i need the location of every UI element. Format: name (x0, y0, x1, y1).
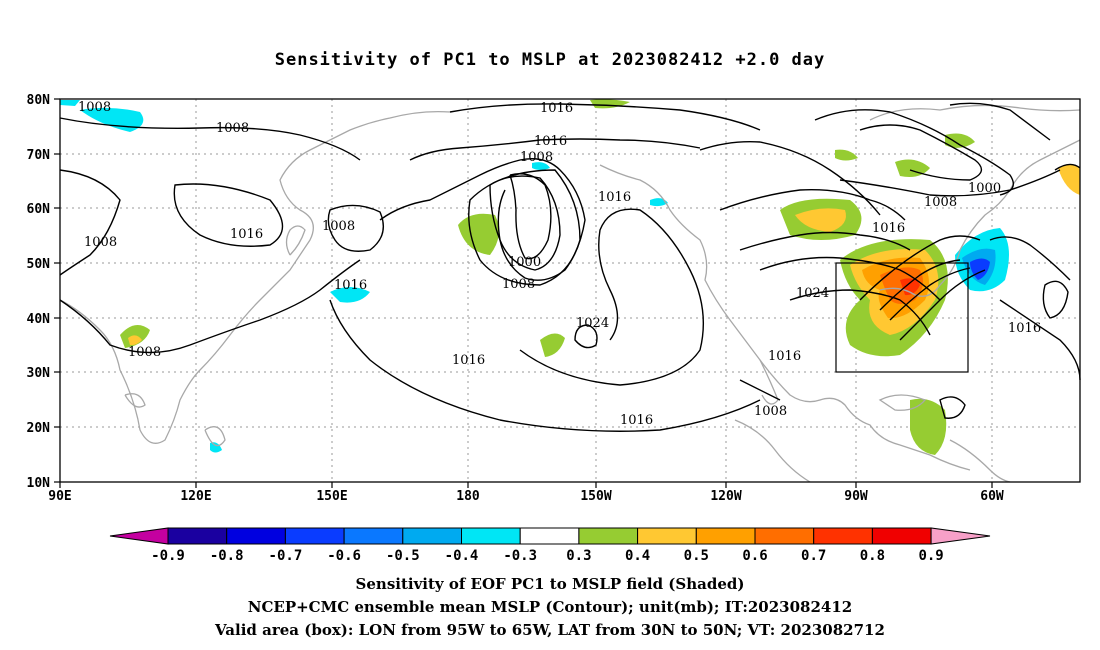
contour-label: 1008 (78, 100, 111, 115)
colorbar-swatch (343, 527, 404, 545)
contour-label: 1016 (452, 353, 485, 368)
contour-label: 1016 (598, 190, 631, 205)
contour-label: 1016 (1008, 321, 1041, 336)
x-tick-label: 120W (710, 489, 741, 504)
colorbar-label: -0.9 (151, 548, 185, 564)
colorbar: -0.9 -0.8 -0.7 -0.6 -0.5 -0.4 -0.3 0.3 0.4 0.5 0.6… (109, 527, 991, 564)
colorbar-low-arrow (109, 527, 169, 545)
x-tick-label: 150W (580, 489, 611, 504)
footer-line-1: Sensitivity of EOF PC1 to MSLP field (Sh… (355, 575, 745, 593)
x-tick-label: 180 (456, 489, 480, 504)
colorbar-label: 0.8 (860, 548, 885, 564)
contour-label: 1024 (576, 316, 609, 331)
contour-label: 1008 (84, 235, 117, 250)
colorbar-label: 0.3 (566, 548, 591, 564)
colorbar-high-arrow (930, 527, 991, 545)
mslp-contours (59, 102, 1081, 432)
contour-label: 1008 (924, 195, 957, 210)
axis-tick-marks (54, 98, 993, 488)
contour-label: 1016 (534, 134, 567, 149)
x-tick-label: 60W (980, 489, 1004, 504)
colorbar-swatch (754, 527, 815, 545)
contour-labels: 1008 1008 1008 1016 1008 1016 1008 1016 … (78, 100, 1041, 428)
footer-line-2: NCEP+CMC ensemble mean MSLP (Contour); u… (247, 598, 853, 616)
colorbar-label: 0.4 (625, 548, 650, 564)
y-tick-label: 60N (27, 202, 51, 217)
contour-label: 1008 (128, 345, 161, 360)
x-tick-label: 90E (48, 489, 71, 504)
colorbar-swatch (284, 527, 345, 545)
contour-label: 1008 (216, 121, 249, 136)
colorbar-swatch (871, 527, 932, 545)
y-tick-label: 10N (27, 476, 51, 491)
colorbar-swatch (461, 527, 521, 545)
contour-label: 1000 (968, 181, 1001, 196)
colorbar-swatch (637, 527, 697, 545)
y-tick-label: 30N (27, 366, 51, 381)
contour-label: 1008 (520, 150, 553, 165)
y-tick-label: 50N (27, 257, 51, 272)
y-tick-label: 80N (27, 93, 51, 108)
colorbar-label: -0.8 (210, 548, 244, 564)
contour-label: 1016 (620, 413, 653, 428)
colorbar-label: 0.5 (684, 548, 709, 564)
contour-label: 1016 (334, 278, 367, 293)
contour-label: 1016 (540, 101, 573, 116)
colorbar-label: -0.5 (386, 548, 420, 564)
colorbar-label: -0.6 (327, 548, 361, 564)
colorbar-swatch (519, 527, 580, 545)
contour-label: 1008 (502, 277, 535, 292)
valid-area-box (835, 262, 969, 373)
y-tick-label: 70N (27, 148, 51, 163)
contour-label: 1008 (754, 404, 787, 419)
contour-label: 1016 (872, 221, 905, 236)
contour-label: 1008 (322, 219, 355, 234)
y-axis-labels: 80N 70N 60N 50N 40N 30N 20N 10N (27, 93, 51, 491)
colorbar-label: 0.6 (742, 548, 767, 564)
map-title: Sensitivity of PC1 to MSLP at 2023082412… (274, 50, 826, 70)
y-tick-label: 40N (27, 312, 51, 327)
y-tick-label: 20N (27, 421, 51, 436)
contour-label: 1016 (230, 227, 263, 242)
colorbar-label: -0.3 (503, 548, 537, 564)
colorbar-label: -0.4 (445, 548, 479, 564)
colorbar-swatch (402, 527, 462, 545)
colorbar-swatch (578, 527, 639, 545)
contour-label: 1016 (768, 349, 801, 364)
colorbar-swatch (226, 527, 286, 545)
x-tick-label: 120E (180, 489, 211, 504)
x-axis-labels: 90E 120E 150E 180 150W 120W 90W 60W (48, 489, 1004, 504)
colorbar-swatch (167, 527, 228, 545)
x-tick-label: 150E (316, 489, 347, 504)
shaded-sensitivity (60, 99, 1080, 455)
x-tick-label: 90W (844, 489, 868, 504)
colorbar-swatch (813, 527, 873, 545)
colorbar-swatch (695, 527, 756, 545)
colorbar-label: -0.7 (269, 548, 303, 564)
footer-line-3: Valid area (box): LON from 95W to 65W, L… (215, 621, 885, 639)
contour-label: 1024 (796, 286, 829, 301)
colorbar-label: 0.7 (801, 548, 826, 564)
colorbar-label: 0.9 (918, 548, 943, 564)
plot-border (59, 98, 1081, 483)
contour-label: 1000 (508, 255, 541, 270)
